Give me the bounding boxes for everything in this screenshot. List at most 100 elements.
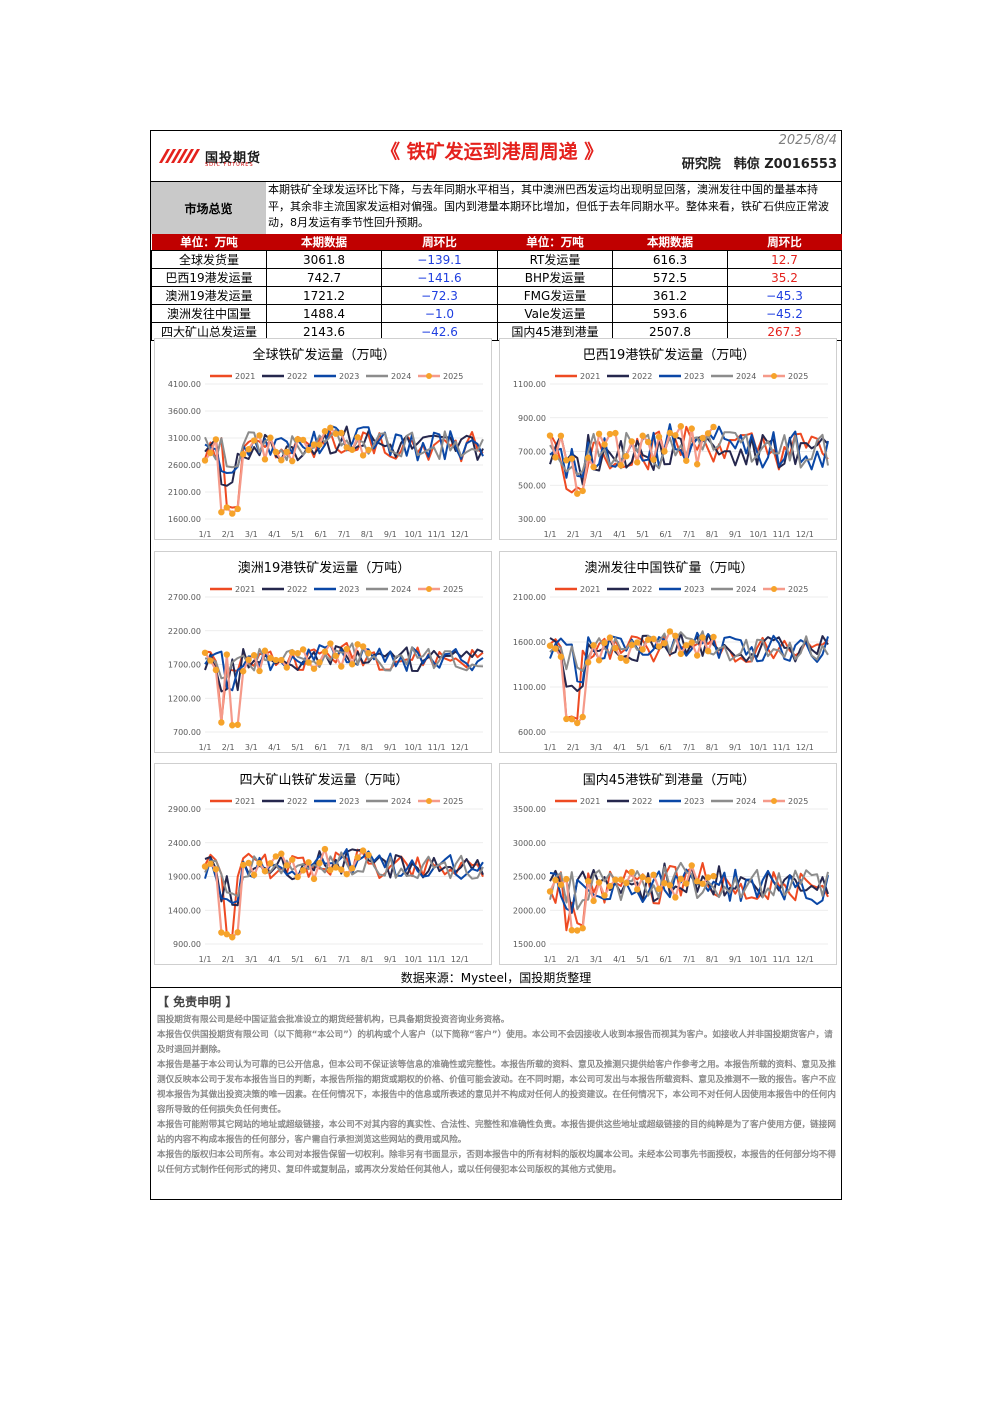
x-tick-label: 11/1 [773, 955, 791, 964]
data-point [557, 881, 565, 888]
x-tick-label: 8/1 [706, 530, 719, 539]
y-tick-label: 500.00 [518, 481, 546, 490]
svg-text:2022: 2022 [632, 372, 652, 381]
svg-text:2025: 2025 [788, 372, 808, 381]
data-point [316, 441, 323, 448]
x-tick-label: 1/1 [199, 955, 212, 964]
x-tick-label: 6/1 [659, 955, 672, 964]
data-point [601, 639, 608, 647]
data-point [272, 656, 280, 664]
disclaimer-paragraph: 国投期货有限公司是经中国证监会批准设立的期货经营机构，已具备期货投资咨询业务资格… [157, 1015, 510, 1025]
data-point [655, 433, 663, 440]
table-row: 四大矿山总发运量 2143.6 −42.6 国内45港到港量 2507.8 26… [151, 322, 842, 341]
data-point [321, 648, 329, 655]
svg-text:2023: 2023 [339, 797, 359, 806]
y-tick-label: 1500.00 [513, 940, 546, 949]
table-cell: 全球发货量 [151, 250, 267, 269]
data-point [606, 882, 614, 890]
x-tick-label: 9/1 [384, 955, 397, 964]
kpi-table: 单位：万吨 本期数据 周环比 单位：万吨 本期数据 周环比 全球发货量 3061… [151, 234, 842, 341]
x-tick-label: 9/1 [729, 530, 742, 539]
legend-item-2024: 2024 [366, 797, 411, 806]
data-point [305, 859, 312, 866]
data-point [688, 425, 695, 432]
data-point [234, 929, 241, 936]
report-frame: 国投期货 SDIC FUTURES 《 铁矿发运到港周周递 》 2025/8/4… [150, 130, 842, 1200]
legend-item-2024: 2024 [711, 797, 756, 806]
data-point [223, 931, 231, 938]
data-point [278, 456, 285, 464]
data-point [699, 434, 706, 442]
data-point [223, 504, 231, 511]
x-tick-label: 5/1 [636, 530, 649, 539]
table-cell: −45.3 [727, 286, 842, 305]
data-point [579, 713, 586, 721]
data-point [693, 878, 701, 885]
table-cell: 742.7 [266, 268, 382, 287]
chart-title: 国内45港铁矿到港量（万吨） [583, 772, 756, 788]
legend-item-2023: 2023 [314, 372, 359, 381]
x-tick-label: 7/1 [683, 743, 696, 752]
kpi-header-cell: 单位：万吨 [497, 234, 613, 251]
data-point [650, 635, 657, 643]
svg-text:2024: 2024 [736, 372, 756, 381]
y-tick-label: 2200.00 [168, 627, 201, 636]
data-point [250, 652, 258, 659]
data-point [289, 457, 296, 465]
data-point [563, 875, 570, 883]
y-tick-label: 3100.00 [168, 434, 201, 443]
x-tick-label: 7/1 [683, 955, 696, 964]
x-tick-label: 9/1 [729, 955, 742, 964]
data-point [546, 432, 554, 439]
legend-item-2021: 2021 [210, 372, 255, 381]
svg-text:2025: 2025 [443, 797, 463, 806]
data-point [239, 861, 247, 869]
data-point [683, 642, 690, 649]
series-line-2024 [205, 642, 484, 680]
report-header: 国投期货 SDIC FUTURES 《 铁矿发运到港周周递 》 2025/8/4… [151, 131, 841, 181]
chart-title: 四大矿山铁矿发运量（万吨） [239, 772, 408, 788]
table-cell: −141.6 [381, 268, 498, 287]
data-point [267, 654, 274, 662]
kpi-header-cell: 单位：万吨 [151, 234, 267, 251]
svg-text:2024: 2024 [736, 585, 756, 594]
data-point [201, 457, 209, 464]
table-row: 澳洲发往中国量 1488.4 −1.0 Vale发运量 593.6 −45.2 [151, 304, 842, 323]
x-tick-label: 2/1 [222, 530, 235, 539]
data-point [207, 449, 214, 457]
svg-text:2025: 2025 [443, 372, 463, 381]
x-tick-label: 4/1 [268, 955, 281, 964]
y-tick-label: 900.00 [173, 940, 201, 949]
kpi-header-cell: 本期数据 [266, 234, 382, 251]
data-source: 数据来源：Mysteel，国投期货整理 [400, 971, 592, 985]
x-tick-label: 2/1 [567, 743, 580, 752]
svg-text:2022: 2022 [287, 797, 307, 806]
legend-item-2024: 2024 [711, 585, 756, 594]
data-point [272, 853, 280, 860]
data-point [343, 444, 350, 451]
data-point [278, 850, 285, 857]
x-tick-label: 12/1 [451, 955, 469, 964]
data-point [239, 668, 247, 675]
legend-item-2025: 2025 [763, 797, 808, 806]
data-point [639, 646, 646, 653]
data-point [321, 428, 329, 435]
data-point [338, 663, 345, 670]
legend-item-2023: 2023 [314, 797, 359, 806]
svg-text:2023: 2023 [684, 797, 704, 806]
data-point [661, 448, 668, 455]
y-tick-label: 3500.00 [513, 805, 546, 814]
series-2025 [201, 845, 372, 941]
data-point [704, 647, 712, 655]
x-tick-label: 4/1 [613, 530, 626, 539]
legend-item-2021: 2021 [555, 797, 600, 806]
data-point [332, 430, 340, 437]
data-point [579, 487, 586, 495]
data-point [563, 457, 570, 464]
legend-item-2025: 2025 [763, 372, 808, 381]
data-point [552, 454, 559, 461]
data-point [552, 876, 559, 884]
data-point [294, 436, 301, 443]
x-tick-label: 11/1 [428, 955, 446, 964]
chart-title: 全球铁矿发运量（万吨） [252, 347, 395, 363]
